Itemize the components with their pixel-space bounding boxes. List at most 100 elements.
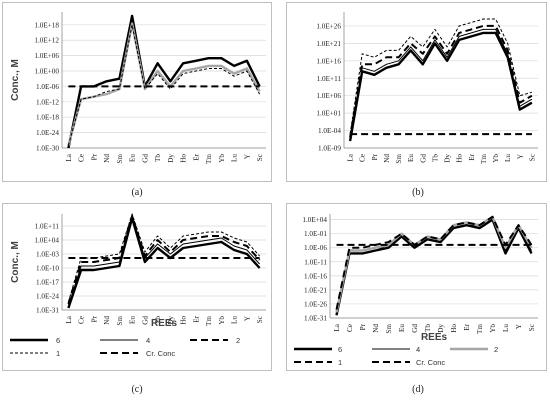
- x-axis-title: REEs: [151, 318, 178, 329]
- x-tick-label: Er: [192, 153, 200, 160]
- x-axis-title: REEs: [421, 332, 448, 343]
- legend-label: 4: [146, 336, 150, 345]
- x-tick-label: Pr: [359, 323, 367, 330]
- x-tick-label: Ho: [180, 154, 188, 163]
- y-tick-label: 1.0E+21: [316, 40, 341, 48]
- x-tick-label: Y: [516, 153, 524, 159]
- y-tick-label: 1.0E-31: [304, 315, 327, 323]
- x-tick-label: Ce: [346, 324, 354, 332]
- panel-a: 1.0E-30 1.0E-24 1.0E-18 1.0E-12 1.0E-06 1.0E+…: [10, 12, 266, 164]
- panel-c: 1.0E-31 1.0E-24 1.0E-17 1.0E-10 1.0E-03 1.0E+…: [10, 213, 266, 358]
- y-tick-label: 1.0E+01: [316, 110, 341, 118]
- y-tick-label: 1.0E-17: [36, 279, 59, 287]
- x-tick-label: Sc: [528, 154, 536, 161]
- panel-b-frame: [286, 2, 547, 182]
- x-tick-label: Dy: [437, 324, 445, 333]
- y-tick-label: 1.0E-18: [36, 114, 59, 122]
- x-tick-label: Sm: [385, 324, 393, 334]
- panel-d: 1.0E-31 1.0E-26 1.0E-21 1.0E-16 1.0E-11 1.0E-…: [294, 214, 538, 367]
- y-tick-label: 1.0E+16: [316, 57, 341, 65]
- x-tick-label: Y: [243, 153, 251, 159]
- y-tick-label: 1.0E+11: [35, 223, 60, 231]
- x-tick-label: Sm: [116, 154, 124, 164]
- y-tick-label: 1.0E-24: [36, 293, 59, 301]
- legend-label: 2: [494, 345, 498, 354]
- x-tick-label: Tm: [205, 316, 213, 326]
- x-tick-label: Gd: [411, 324, 419, 333]
- x-tick-label: Y: [243, 315, 251, 321]
- x-tick-label: Yb: [218, 154, 226, 163]
- x-tick-label: Lu: [231, 154, 239, 162]
- series-line-2: [67, 24, 261, 146]
- x-tick-label: Pr: [371, 153, 379, 160]
- x-tick-label: Ce: [359, 154, 367, 162]
- panel-a-frame: [2, 2, 272, 182]
- x-tick-label: Tm: [480, 154, 488, 164]
- x-tick-label: Tb: [154, 316, 162, 324]
- series-line-4: [67, 215, 260, 307]
- x-tick-label: Pr: [90, 315, 98, 322]
- legend: 6 4 2 1 Cr. Conc: [10, 336, 240, 358]
- x-tick-label: Nd: [103, 154, 111, 163]
- x-tick-label: Sc: [256, 316, 264, 323]
- x-tick-label: La: [347, 153, 355, 161]
- x-tick-label: Gd: [419, 154, 427, 163]
- x-tick-label: Eu: [407, 154, 415, 162]
- x-tick-label: Eu: [129, 316, 137, 324]
- legend: 6 4 2 1 Cr. Conc: [294, 345, 498, 367]
- y-tick-label: 1.0E+04: [302, 216, 327, 224]
- x-tick-label: Eu: [398, 324, 406, 332]
- y-tick-label: 1.0E-09: [318, 145, 341, 153]
- x-tick-label: Sm: [116, 316, 124, 326]
- x-tick-label: Yb: [492, 154, 500, 163]
- y-tick-label: 1.0E+11: [317, 75, 342, 83]
- x-tick-label: Er: [463, 323, 471, 330]
- x-tick-label: Lu: [231, 316, 239, 324]
- series-line-2: [349, 18, 533, 135]
- y-tick-label: 1.0E-03: [36, 251, 59, 259]
- x-tick-label: Gd: [141, 316, 149, 325]
- y-tick-label: 1.0E+18: [34, 21, 59, 29]
- y-tick-label: 1.0E+06: [34, 52, 59, 60]
- x-tick-label: Nd: [383, 154, 391, 163]
- series-line-2: [67, 215, 261, 305]
- legend-label: 1: [56, 349, 60, 358]
- x-tick-label: Ho: [456, 154, 464, 163]
- x-tick-label: Dy: [444, 154, 452, 163]
- y-tick-label: 1.0E-11: [304, 258, 327, 266]
- y-axis-title: Conc., M: [10, 241, 21, 283]
- x-tick-label: Er: [468, 153, 476, 160]
- x-tick-label: Yb: [218, 316, 226, 325]
- y-tick-label: 1.0E+04: [34, 237, 59, 245]
- x-tick-label: Er: [192, 315, 200, 322]
- legend-label: 6: [56, 336, 60, 345]
- series-line-1: [67, 213, 260, 303]
- panel-label-d: (d): [412, 384, 424, 395]
- series-line-3: [349, 28, 533, 142]
- x-tick-label: Tm: [476, 324, 484, 334]
- legend-label: 4: [416, 345, 420, 354]
- y-tick-label: 1.0E-12: [36, 98, 59, 106]
- y-tick-label: 1.0E-21: [304, 286, 327, 294]
- x-tick-label: Ho: [180, 316, 188, 325]
- x-tick-label: Y: [515, 323, 523, 329]
- y-tick-label: 1.0E+26: [316, 22, 341, 30]
- legend-label: 6: [338, 345, 342, 354]
- y-tick-label: 1.0E-06: [36, 83, 59, 91]
- y-tick-label: 1.0E+06: [316, 92, 341, 100]
- legend-label: Cr. Conc: [416, 358, 445, 367]
- y-tick-label: 1.0E-16: [304, 272, 327, 280]
- x-tick-label: Lu: [504, 154, 512, 162]
- y-tick-label: 1.0E+12: [34, 37, 59, 45]
- panel-label-b: (b): [412, 187, 424, 198]
- series-line-0: [348, 31, 533, 142]
- y-tick-label: 1.0E-10: [36, 265, 59, 273]
- y-tick-label: 1.0E+00: [34, 68, 59, 76]
- legend-label: Cr. Conc: [146, 349, 175, 358]
- x-tick-label: Eu: [129, 154, 137, 162]
- x-tick-label: La: [333, 323, 341, 331]
- x-tick-label: Lu: [502, 324, 510, 332]
- x-tick-label: Sc: [528, 324, 536, 331]
- legend-label: 2: [236, 336, 240, 345]
- x-tick-label: Gd: [141, 154, 149, 163]
